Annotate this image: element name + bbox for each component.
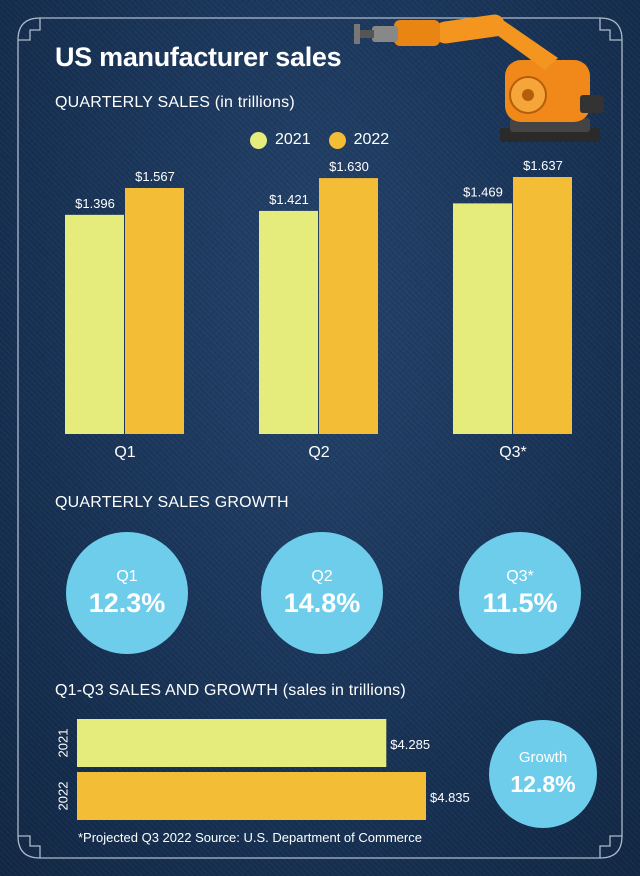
bubble-value: 12.8% bbox=[510, 771, 576, 797]
bubble-label: Growth bbox=[518, 749, 568, 766]
ytd-bar-value-label: $4.835 bbox=[430, 790, 470, 805]
ytd-heading: Q1-Q3 SALES AND GROWTH (sales in trillio… bbox=[55, 682, 406, 699]
growth-bubble-q1: Q1 12.3% bbox=[66, 532, 188, 654]
bar-2022-Q3* bbox=[513, 177, 572, 434]
bar-value-label: $1.421 bbox=[269, 192, 309, 207]
ytd-growth-bubble: Growth 12.8% bbox=[489, 720, 597, 828]
bar-2021-Q1 bbox=[65, 214, 124, 434]
category-label: Q3* bbox=[499, 444, 527, 461]
quarterly-sales-chart: $1.396 $1.567 Q1 $1.421 $1.630 Q2 $1.469 $1.637… bbox=[65, 158, 572, 461]
bubble-label: Q2 bbox=[311, 568, 333, 585]
quarterly-sales-heading: QUARTERLY SALES (in trillions) bbox=[55, 94, 295, 111]
growth-bubble-q2: Q2 14.8% bbox=[261, 532, 383, 654]
legend-label: 2021 bbox=[275, 131, 311, 148]
legend-label: 2022 bbox=[353, 131, 390, 148]
footnote: *Projected Q3 2022 Source: U.S. Departme… bbox=[78, 830, 422, 845]
legend-swatch bbox=[328, 131, 346, 149]
bubble-value: 12.3% bbox=[88, 588, 166, 618]
growth-bubble-q3: Q3* 11.5% bbox=[459, 532, 581, 654]
ytd-bar-2022 bbox=[77, 772, 426, 820]
bar-2022-Q2 bbox=[319, 178, 378, 434]
bar-2021-Q3* bbox=[453, 203, 512, 434]
ytd-bar-2021 bbox=[77, 719, 387, 767]
chart-legend: 2021 2022 bbox=[250, 131, 407, 149]
category-label: Q1 bbox=[114, 444, 135, 461]
bar-2021-Q2 bbox=[259, 210, 318, 434]
bubble-value: 14.8% bbox=[283, 588, 361, 618]
quarterly-growth-heading: QUARTERLY SALES GROWTH bbox=[55, 494, 289, 511]
bubble-value: 11.5% bbox=[482, 588, 558, 618]
robot-arm-illustration bbox=[354, 14, 604, 142]
ytd-category-label: 2022 bbox=[55, 782, 70, 811]
bar-2022-Q1 bbox=[125, 187, 184, 434]
ytd-bar-value-label: $4.285 bbox=[390, 737, 430, 752]
legend-item-2021: 2021 bbox=[250, 131, 311, 149]
bar-value-label: $1.567 bbox=[135, 169, 175, 184]
bubble-label: Q1 bbox=[116, 568, 138, 585]
bar-value-label: $1.469 bbox=[463, 184, 503, 199]
bar-value-label: $1.396 bbox=[75, 196, 115, 211]
category-label: Q2 bbox=[308, 444, 329, 461]
page-title: US manufacturer sales bbox=[55, 42, 342, 72]
legend-item-2022: 2022 bbox=[328, 131, 390, 149]
bubble-label: Q3* bbox=[506, 568, 534, 585]
bar-value-label: $1.630 bbox=[329, 159, 369, 174]
legend-swatch bbox=[250, 131, 267, 149]
ytd-category-label: 2021 bbox=[55, 729, 70, 758]
bar-value-label: $1.637 bbox=[523, 158, 563, 173]
